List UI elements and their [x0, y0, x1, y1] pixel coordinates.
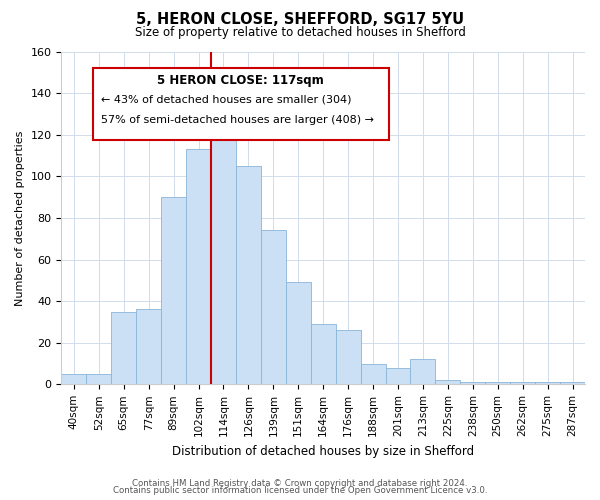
Y-axis label: Number of detached properties: Number of detached properties	[15, 130, 25, 306]
Bar	[485, 382, 510, 384]
Text: 57% of semi-detached houses are larger (408) →: 57% of semi-detached houses are larger (…	[101, 116, 374, 126]
Bar	[361, 364, 386, 384]
Bar	[111, 312, 136, 384]
Bar	[86, 374, 111, 384]
Text: Contains public sector information licensed under the Open Government Licence v3: Contains public sector information licen…	[113, 486, 487, 495]
Bar	[335, 330, 361, 384]
Bar	[410, 360, 436, 384]
Bar	[186, 150, 211, 384]
Bar	[510, 382, 535, 384]
Bar	[136, 310, 161, 384]
Text: 5, HERON CLOSE, SHEFFORD, SG17 5YU: 5, HERON CLOSE, SHEFFORD, SG17 5YU	[136, 12, 464, 28]
X-axis label: Distribution of detached houses by size in Shefford: Distribution of detached houses by size …	[172, 444, 474, 458]
FancyBboxPatch shape	[93, 68, 389, 140]
Bar	[61, 374, 86, 384]
Text: Size of property relative to detached houses in Shefford: Size of property relative to detached ho…	[134, 26, 466, 39]
Bar	[436, 380, 460, 384]
Text: ← 43% of detached houses are smaller (304): ← 43% of detached houses are smaller (30…	[101, 94, 351, 104]
Bar	[286, 282, 311, 384]
Bar	[535, 382, 560, 384]
Bar	[161, 197, 186, 384]
Bar	[261, 230, 286, 384]
Bar	[236, 166, 261, 384]
Text: Contains HM Land Registry data © Crown copyright and database right 2024.: Contains HM Land Registry data © Crown c…	[132, 478, 468, 488]
Bar	[386, 368, 410, 384]
Bar	[560, 382, 585, 384]
Bar	[460, 382, 485, 384]
Text: 5 HERON CLOSE: 117sqm: 5 HERON CLOSE: 117sqm	[157, 74, 324, 87]
Bar	[211, 134, 236, 384]
Bar	[311, 324, 335, 384]
